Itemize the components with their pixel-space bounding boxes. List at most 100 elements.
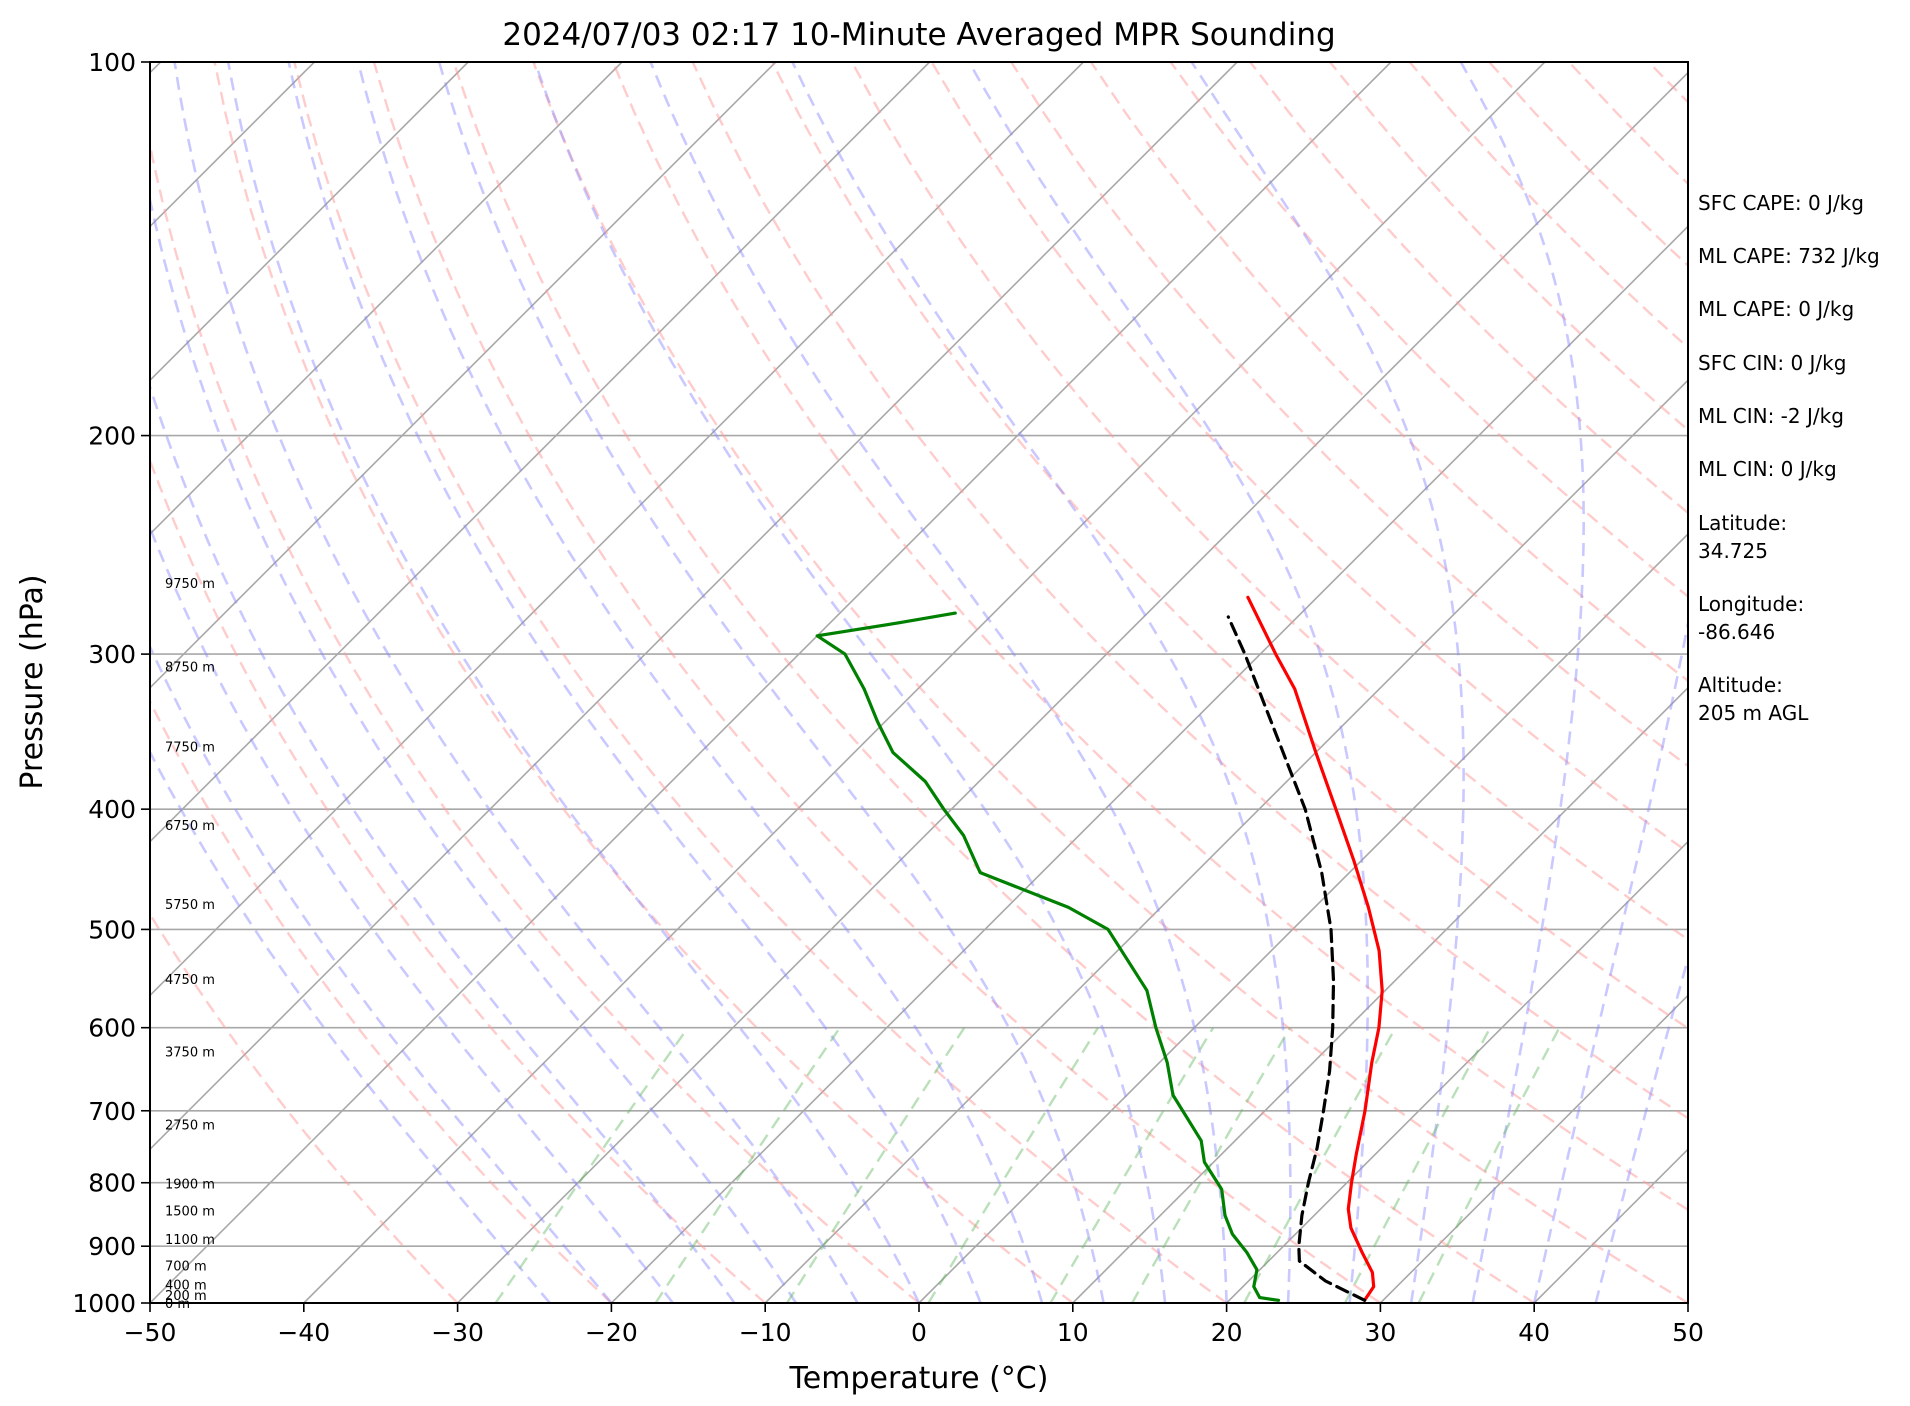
isotherm-line — [150, 62, 931, 843]
longitude-value: -86.646 — [1698, 620, 1775, 644]
moist-adiabat-line — [1532, 616, 1688, 1303]
background-lines — [0, 62, 1688, 1303]
y-tick-label: 500 — [88, 915, 136, 944]
height-label: 2750 m — [165, 1118, 215, 1133]
altitude-value: 205 m AGL — [1698, 701, 1809, 725]
isotherm-line — [303, 62, 1546, 1303]
isotherm-line — [150, 62, 623, 536]
height-label: 1100 m — [165, 1233, 215, 1248]
y-axis-label: Pressure (hPa) — [15, 574, 50, 789]
isotherm-line — [610, 225, 1688, 1303]
y-tick-label: 100 — [88, 48, 136, 77]
annotation-ml-cin-2: ML CIN: 0 J/kg — [1698, 457, 1837, 481]
x-tick-label: 10 — [1057, 1318, 1089, 1347]
y-tick-label: 600 — [88, 1014, 136, 1043]
height-label: 9750 m — [165, 577, 215, 592]
moist-adiabat-line — [356, 62, 1044, 1303]
moist-adiabat-line — [1459, 62, 1586, 1303]
dry-adiabat-line — [1169, 62, 1688, 598]
dry-adiabat-line — [372, 62, 1382, 1303]
x-tick-label: −50 — [124, 1318, 177, 1347]
height-label: 3750 m — [165, 1045, 215, 1060]
isotherm-line — [764, 379, 1688, 1303]
x-tick-label: 40 — [1518, 1318, 1550, 1347]
x-tick-label: 30 — [1364, 1318, 1396, 1347]
dry-adiabat-line — [213, 62, 1074, 1303]
dry-adiabat-line — [611, 62, 1688, 1212]
temperature-line — [1246, 595, 1384, 1302]
dry-adiabat-line — [150, 457, 766, 1303]
y-tick-label: 400 — [88, 795, 136, 824]
isotherm-line — [150, 62, 469, 382]
mixing-ratio-line — [1343, 1027, 1492, 1303]
height-label: 200 m — [165, 1289, 207, 1304]
height-label: 7750 m — [165, 740, 215, 755]
moist-adiabat-line — [967, 62, 1369, 1303]
isotherm-line — [1379, 994, 1688, 1303]
parcel-line — [1226, 615, 1367, 1302]
isotherm-line — [150, 62, 1238, 1151]
height-label: 400 m — [165, 1278, 207, 1293]
x-ticks: −50 −40 −30 −20 −10 0 10 20 30 40 50 — [124, 1303, 1704, 1347]
moist-adiabat-line — [533, 62, 1167, 1303]
x-tick-label: −40 — [277, 1318, 330, 1347]
moist-adiabat-line — [437, 62, 1105, 1303]
height-label: 1500 m — [165, 1204, 215, 1219]
isotherm-line — [150, 62, 1084, 997]
moist-adiabat-line — [150, 193, 798, 1303]
height-label: 0 m — [165, 1297, 190, 1312]
annotation-ml-cape: ML CAPE: 732 J/kg — [1698, 244, 1880, 268]
annotation-sfc-cin: SFC CIN: 0 J/kg — [1698, 351, 1846, 375]
latitude-label: Latitude: — [1698, 511, 1787, 535]
x-tick-label: −20 — [585, 1318, 638, 1347]
longitude-label: Longitude: — [1698, 592, 1804, 616]
annotation-panel: SFC CAPE: 0 J/kg ML CAPE: 732 J/kg ML CA… — [1698, 191, 1880, 725]
x-tick-label: 50 — [1672, 1318, 1704, 1347]
height-label: 1900 m — [165, 1177, 215, 1192]
mixing-ratio-line — [1417, 1027, 1561, 1303]
moist-adiabat-line — [150, 749, 551, 1303]
y-tick-label: 200 — [88, 422, 136, 451]
dry-adiabat-line — [150, 698, 613, 1303]
plot-frame — [149, 61, 1689, 1304]
moist-adiabat-line — [791, 62, 1292, 1303]
dry-adiabat-line — [1010, 62, 1688, 768]
dry-adiabat-line — [452, 62, 1535, 1303]
isotherm-line — [150, 62, 777, 689]
height-label: 6750 m — [165, 819, 215, 834]
isotherm-line — [0, 62, 7, 1303]
height-label: 4750 m — [165, 973, 215, 988]
dry-adiabat-line — [1089, 62, 1688, 683]
moist-adiabat-line — [150, 524, 674, 1303]
dry-adiabat-line — [293, 62, 1228, 1303]
y-tick-label: 300 — [88, 640, 136, 669]
y-tick-label: 1000 — [72, 1289, 136, 1318]
dry-adiabat-line — [150, 139, 920, 1303]
height-label: 5750 m — [165, 898, 215, 913]
moist-adiabat-line — [649, 62, 1228, 1303]
mixing-ratio-line — [927, 1027, 1100, 1303]
x-axis-label: Temperature (°C) — [789, 1361, 1049, 1396]
moist-adiabat-line — [287, 62, 982, 1303]
x-tick-label: −30 — [431, 1318, 484, 1347]
mixing-ratio-line — [785, 1027, 966, 1303]
altitude-label: Altitude: — [1698, 673, 1783, 697]
mixing-ratio-line — [494, 1027, 689, 1303]
mixing-ratio-line — [1131, 1027, 1292, 1303]
mixing-ratio-line — [1049, 1027, 1215, 1303]
mixing-ratio-line — [1243, 1027, 1397, 1303]
isotherm-line — [150, 62, 1392, 1303]
latitude-value: 34.725 — [1698, 539, 1768, 563]
moist-adiabat-line — [150, 382, 736, 1303]
isotherm-line — [918, 532, 1688, 1303]
dry-adiabat-line — [150, 911, 459, 1303]
x-tick-label: 20 — [1211, 1318, 1243, 1347]
y-tick-label: 700 — [88, 1097, 136, 1126]
moist-adiabat-line — [173, 62, 859, 1303]
moist-adiabat-line — [1190, 62, 1465, 1303]
annotation-ml-cape-2: ML CAPE: 0 J/kg — [1698, 297, 1854, 321]
isotherm-line — [1072, 686, 1688, 1303]
y-ticks: 100 200 300 400 500 600 700 800 900 1000 — [72, 48, 150, 1318]
